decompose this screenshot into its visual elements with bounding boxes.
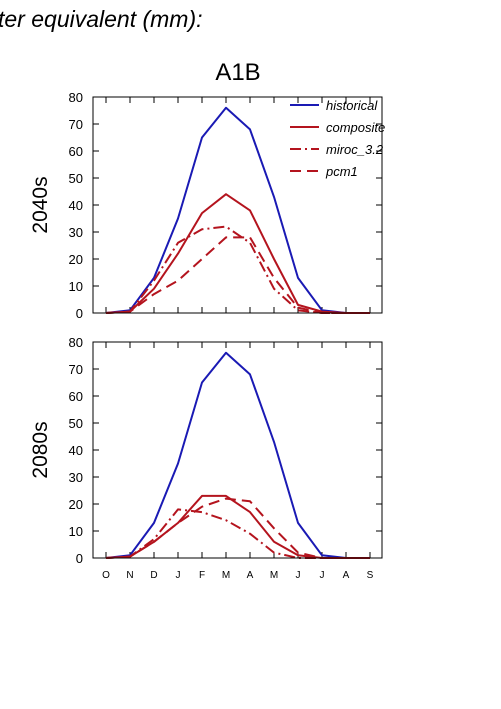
- y-tick-label: 0: [76, 306, 83, 321]
- series-line-pcm1: [105, 497, 370, 559]
- x-tick-label: F: [199, 570, 205, 581]
- legend-label-historical: historical: [326, 98, 378, 113]
- y-tick-label: 60: [69, 144, 83, 159]
- y-tick-label: 20: [69, 497, 83, 512]
- y-tick-label: 50: [69, 171, 83, 186]
- x-tick-label: M: [270, 570, 278, 581]
- legend-label-pcm1: pcm1: [325, 164, 358, 179]
- panel-label: 2080s: [29, 421, 52, 478]
- series-line-historical: [105, 351, 370, 559]
- y-tick-label: 30: [69, 225, 83, 240]
- panel-label: 2040s: [29, 176, 52, 233]
- scenario-title: A1B: [215, 59, 260, 86]
- series-line-composite: [105, 193, 370, 314]
- y-tick-label: 80: [69, 90, 83, 105]
- y-tick-label: 80: [69, 335, 83, 350]
- y-tick-label: 70: [69, 117, 83, 132]
- x-tick-label: A: [343, 570, 350, 581]
- x-tick-label: S: [367, 570, 374, 581]
- y-tick-label: 0: [76, 551, 83, 566]
- chart-panel-2040s: 0 10 20 30 40 50 60 70 80 2040s historical composit…: [29, 90, 385, 321]
- y-tick-label: 60: [69, 389, 83, 404]
- y-tick-label: 10: [69, 524, 83, 539]
- figure-heading: ter equivalent (mm):: [0, 6, 203, 32]
- series-line-pcm1: [105, 236, 370, 314]
- x-tick-label: D: [150, 570, 157, 581]
- y-tick-label: 70: [69, 362, 83, 377]
- y-tick-label: 10: [69, 279, 83, 294]
- x-tick-label: M: [222, 570, 230, 581]
- x-tick-label: J: [176, 570, 181, 581]
- x-tick-label: A: [247, 570, 254, 581]
- y-tick-label: 40: [69, 198, 83, 213]
- plot-frame: [92, 341, 383, 559]
- x-tick-label: N: [126, 570, 133, 581]
- y-tick-label: 20: [69, 252, 83, 267]
- x-tick-label: O: [102, 570, 110, 581]
- chart-panel-2080s: 0 10 20 30 40 50 60 70 80 O N D J F M A M J J A S 2080s: [29, 335, 383, 581]
- y-tick-label: 50: [69, 416, 83, 431]
- y-tick-label: 30: [69, 470, 83, 485]
- x-tick-label: J: [296, 570, 301, 581]
- y-tick-label: 40: [69, 443, 83, 458]
- series-line-historical: [105, 106, 370, 314]
- plot-frame: [92, 96, 383, 314]
- legend: historical composite miroc_3.2 pcm1: [290, 98, 385, 179]
- legend-label-miroc_3.2: miroc_3.2: [326, 142, 384, 157]
- x-tick-label: J: [320, 570, 325, 581]
- legend-label-composite: composite: [326, 120, 385, 135]
